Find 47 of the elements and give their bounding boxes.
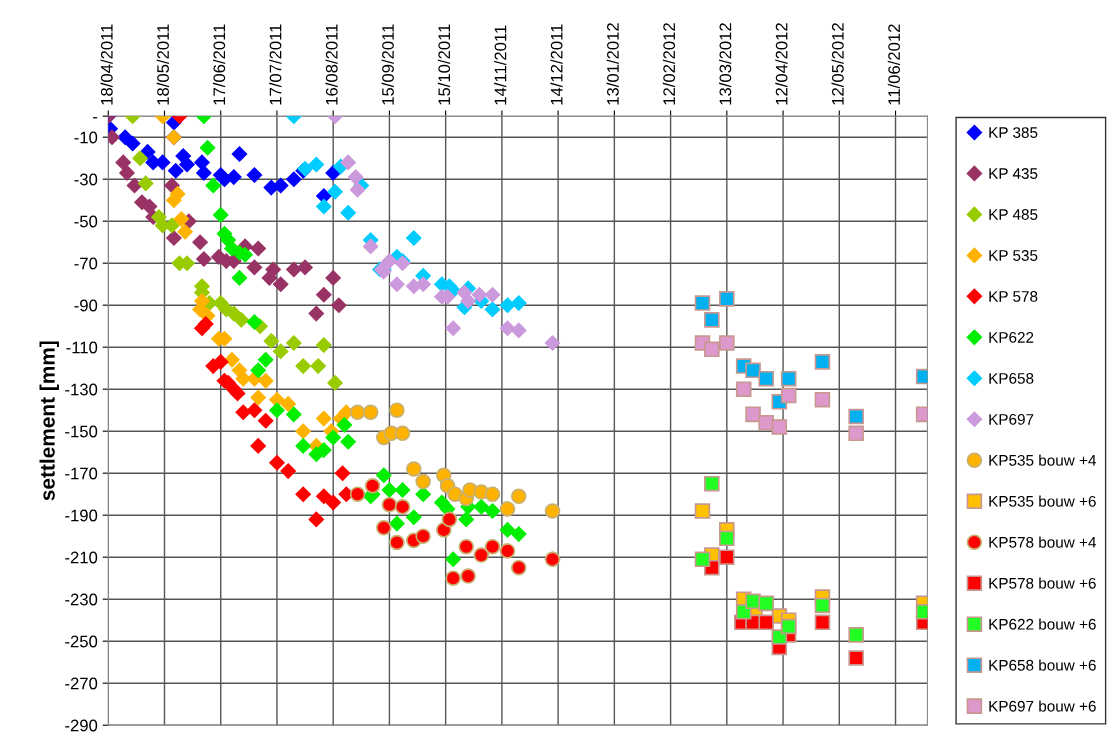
legend-label: KP 485 — [989, 209, 1038, 220]
x-tick-label: 14/11/2011 — [494, 25, 507, 105]
legend-label: KP697 — [989, 413, 1034, 425]
legend-label: KP578 bouw +4 — [989, 536, 1096, 548]
y-tick-label: -250 — [65, 635, 98, 648]
legend-label: KP 385 — [989, 127, 1038, 138]
y-tick-label: -90 — [74, 299, 98, 312]
y-tick-label: -110 — [66, 341, 98, 354]
y-tick-label: -210 — [65, 551, 98, 564]
legend-label: KP578 bouw +6 — [989, 577, 1096, 589]
x-tick-label: 17/07/2011 — [269, 24, 282, 105]
x-tick-label: 12/05/2012 — [831, 23, 844, 105]
y-tick-label: -10 — [74, 131, 98, 144]
legend-label: KP535 bouw +6 — [989, 495, 1096, 507]
legend-label: KP 578 — [989, 291, 1038, 302]
y-tick-label: -290 — [65, 719, 98, 732]
x-tick-label: 11/06/2012 — [887, 24, 900, 105]
x-tick-label: 16/08/2011 — [325, 24, 338, 105]
x-tick-label: 17/06/2011 — [212, 24, 226, 105]
y-tick-label: -30 — [74, 173, 98, 186]
y-axis-title: settlement [mm] — [39, 341, 59, 501]
y-tick-label: -70 — [74, 257, 98, 270]
x-tick-label: 12/02/2012 — [662, 23, 676, 105]
legend-label: KP535 bouw +4 — [989, 454, 1096, 466]
y-tick-label: -190 — [65, 509, 98, 522]
legend-label: KP658 — [989, 372, 1034, 384]
legend-label: KP622 — [989, 332, 1034, 343]
x-tick-label: 13/01/2012 — [606, 23, 619, 105]
x-tick-label: 14/12/2011 — [550, 24, 563, 105]
legend-label: KP 435 — [989, 168, 1038, 179]
y-tick-label: -150 — [65, 425, 98, 438]
legend-label: KP622 bouw +6 — [989, 618, 1096, 630]
x-tick-label: 18/04/2011 — [100, 24, 113, 105]
legend-label: KP697 bouw +6 — [989, 700, 1096, 712]
x-tick-label: 12/04/2012 — [775, 23, 788, 105]
x-tick-label: 15/09/2011 — [381, 24, 394, 105]
y-tick-label: -170 — [65, 467, 98, 480]
legend-label: KP658 bouw +6 — [989, 659, 1096, 671]
y-tick-label: -50 — [74, 215, 98, 228]
x-tick-label: 18/05/2011 — [156, 24, 169, 105]
y-tick-label: -130 — [65, 383, 98, 396]
legend-label: KP 535 — [989, 250, 1038, 261]
x-tick-label: 13/03/2012 — [719, 23, 732, 105]
y-tick-label: -270 — [65, 677, 98, 690]
y-tick-label: - — [93, 117, 98, 119]
y-tick-label: -230 — [65, 593, 98, 606]
x-tick-label: 15/10/2011 — [437, 24, 451, 105]
